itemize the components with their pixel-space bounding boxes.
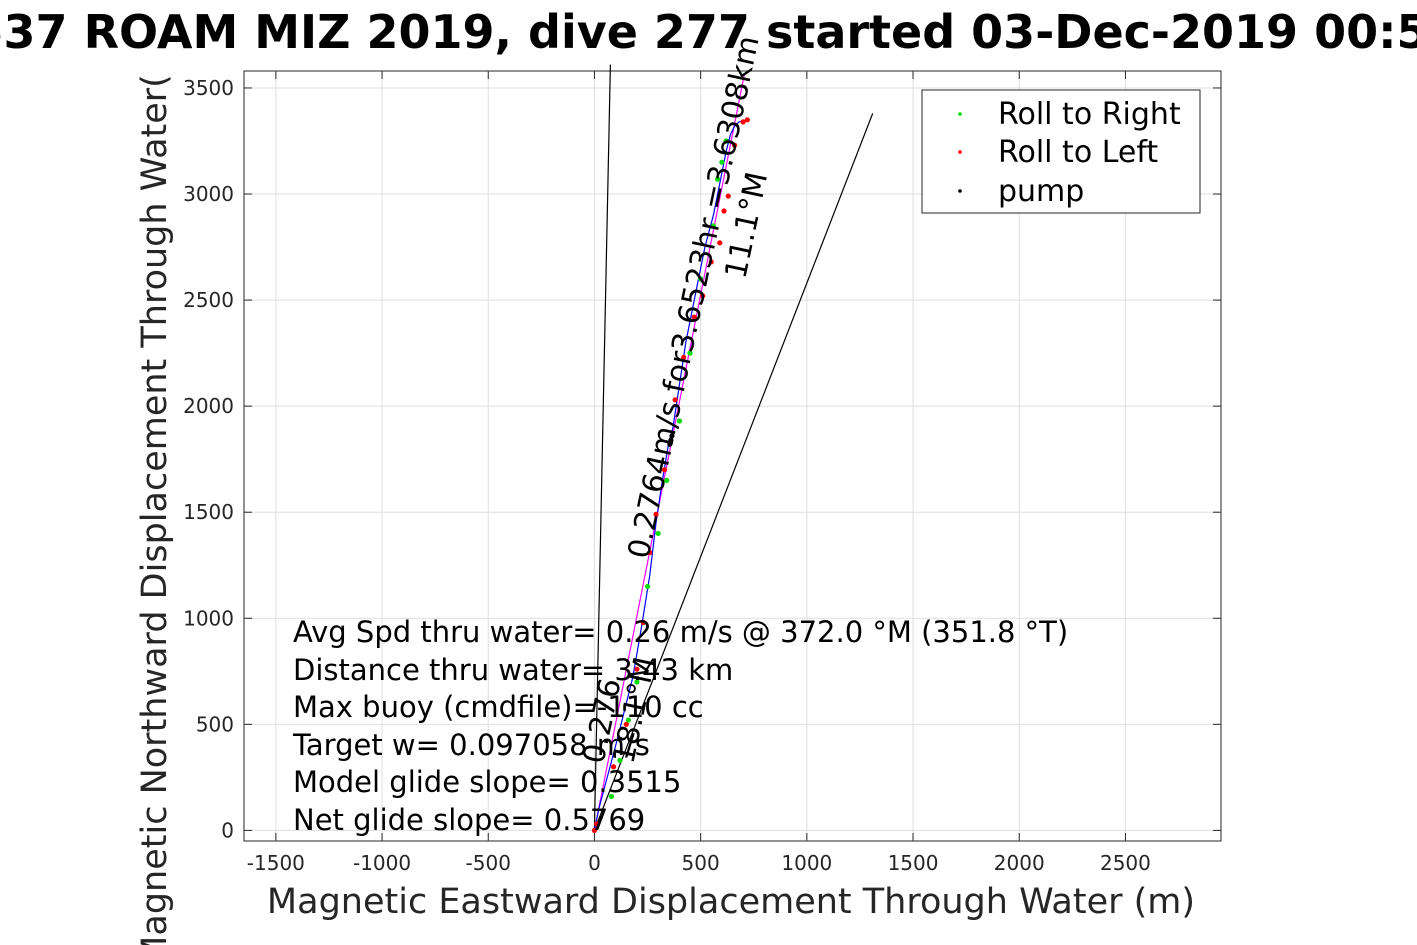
point-roll-to-right: [710, 223, 716, 229]
point-roll-to-left: [593, 821, 600, 827]
legend-marker-roll-right: [958, 112, 962, 116]
point-roll-to-left: [717, 240, 723, 246]
data-points: [591, 117, 750, 833]
x-tick-label: -500: [466, 851, 511, 875]
point-roll-to-right: [687, 350, 693, 356]
point-roll-to-right: [634, 679, 640, 685]
point-roll-to-left: [708, 259, 714, 265]
axis-ticks: -1500 -1000 -500 0 500 1000 1500 2000 2500 0 500 10…: [183, 71, 1221, 875]
point-roll-to-left: [634, 666, 640, 672]
point-roll-to-left: [672, 397, 678, 403]
point-roll-to-right: [644, 583, 651, 590]
point-roll-to-left: [725, 193, 731, 199]
point-roll-to-left: [721, 208, 727, 214]
point-roll-to-right: [617, 757, 623, 763]
point-roll-to-left: [661, 467, 668, 473]
point-roll-to-left: [744, 117, 750, 123]
reference-line: [593, 64, 611, 831]
point-roll-to-left: [647, 549, 653, 556]
point-roll-to-left: [640, 619, 646, 626]
point-roll-to-right: [719, 159, 725, 165]
point-roll-to-left: [700, 293, 706, 299]
grid-lines: [244, 71, 1221, 841]
point-roll-to-right: [723, 138, 729, 144]
point-roll-to-left: [610, 764, 617, 770]
point-roll-to-right: [715, 176, 721, 182]
stats-annotation: Avg Spd thru water= 0.26 m/s @ 372.0 °M …: [292, 615, 1068, 837]
fit-line: [593, 75, 745, 831]
point-roll-to-right: [625, 717, 632, 723]
point-roll-to-right: [608, 793, 615, 800]
legend-label-roll-right: Roll to Right: [998, 97, 1181, 132]
x-tick-label: 500: [682, 851, 720, 875]
point-roll-to-left: [681, 354, 687, 360]
x-tick-label: 1000: [781, 851, 832, 875]
point-roll-to-left: [591, 827, 598, 833]
y-tick-label: 3000: [183, 182, 234, 206]
point-pump: [668, 437, 674, 443]
x-tick-label: -1000: [353, 851, 411, 875]
x-axis-label: Magnetic Eastward Displacement Through W…: [267, 882, 1195, 922]
legend: Roll to Right Roll to Left pump: [921, 89, 1201, 214]
reference-line: [593, 113, 874, 831]
x-tick-label: 0: [588, 851, 601, 875]
point-roll-to-right: [676, 418, 683, 424]
chart-title: 537 ROAM MIZ 2019, dive 277 started 03-D…: [0, 5, 1417, 59]
track-lines: [593, 64, 874, 831]
net-glide-text: Net glide slope= 0.5769: [293, 803, 645, 837]
point-roll-to-left: [691, 314, 697, 320]
legend-label-pump: pump: [998, 174, 1084, 209]
distance-text: Distance thru water= 3.43 km: [293, 653, 733, 687]
point-pump: [669, 433, 675, 439]
avg-speed-text: Avg Spd thru water= 0.26 m/s @ 372.0 °M …: [293, 615, 1068, 649]
point-roll-to-right: [664, 477, 670, 483]
y-tick-label: 2000: [183, 394, 234, 418]
y-tick-label: 500: [196, 712, 234, 736]
legend-marker-roll-left: [958, 150, 962, 154]
legend-label-roll-left: Roll to Left: [998, 135, 1158, 170]
point-roll-to-right: [655, 530, 661, 537]
point-roll-to-left: [653, 511, 659, 517]
model-glide-text: Model glide slope= 0.3515: [293, 765, 681, 799]
x-tick-label: -1500: [247, 851, 305, 875]
y-tick-label: 1500: [183, 500, 234, 524]
point-pump: [667, 441, 673, 447]
point-roll-to-left: [623, 721, 629, 727]
track-line: [593, 119, 748, 831]
y-tick-label: 2500: [183, 288, 234, 312]
y-tick-label: 0: [221, 818, 234, 842]
x-tick-label: 2500: [1100, 851, 1151, 875]
legend-marker-pump: [958, 189, 962, 193]
target-w-text: Target w= 0.097058 m/s: [292, 728, 650, 762]
point-roll-to-left: [740, 119, 746, 125]
x-tick-label: 1500: [888, 851, 939, 875]
y-tick-label: 3500: [183, 76, 234, 100]
point-roll-to-right: [698, 276, 704, 282]
y-axis-label: Magnetic Northward Displacement Through …: [135, 74, 175, 945]
y-tick-label: 1000: [183, 606, 234, 630]
max-buoy-text: Max buoy (cmdfile)=-110 cc: [293, 690, 704, 724]
x-tick-label: 2000: [994, 851, 1045, 875]
point-roll-to-left: [732, 142, 738, 148]
